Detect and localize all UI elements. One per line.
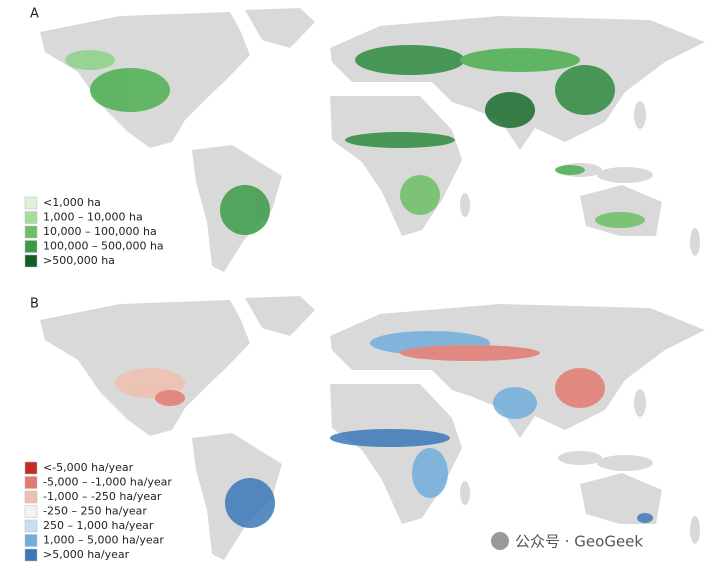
panel-label: B (30, 297, 39, 312)
legend-swatch (24, 548, 38, 562)
legend-label: 10,000 – 100,000 ha (43, 225, 157, 238)
legend-swatch (24, 461, 38, 475)
panel-label: A (30, 7, 39, 22)
map-b (40, 296, 705, 560)
watermark: 公众号 · GeoGeek (515, 533, 643, 551)
legend-label: 250 – 1,000 ha/year (43, 519, 154, 532)
legend-swatch (24, 211, 38, 224)
legend-swatch (24, 240, 38, 253)
legend-swatch (24, 519, 38, 533)
legend-swatch (24, 534, 38, 547)
legend-label: 1,000 – 5,000 ha/year (43, 534, 164, 547)
legend-label: -5,000 – -1,000 ha/year (43, 476, 172, 489)
legend-swatch (24, 476, 38, 489)
legend-label: >5,000 ha/year (43, 548, 130, 561)
legend-swatch (24, 490, 38, 504)
legend-swatch (24, 505, 38, 518)
legend-label: 1,000 – 10,000 ha (43, 211, 143, 224)
legend-swatch (24, 225, 38, 239)
legend-swatch (24, 196, 38, 210)
map-a (40, 8, 705, 272)
legend-label: <-5,000 ha/year (43, 461, 134, 474)
legend-label: >500,000 ha (43, 254, 115, 267)
legend-swatch (24, 254, 38, 268)
legend-label: <1,000 ha (43, 196, 101, 209)
legend-label: -1,000 – -250 ha/year (43, 490, 162, 503)
legend-label: -250 – 250 ha/year (43, 505, 147, 518)
watermark-icon (491, 532, 509, 550)
legend-label: 100,000 – 500,000 ha (43, 240, 164, 253)
